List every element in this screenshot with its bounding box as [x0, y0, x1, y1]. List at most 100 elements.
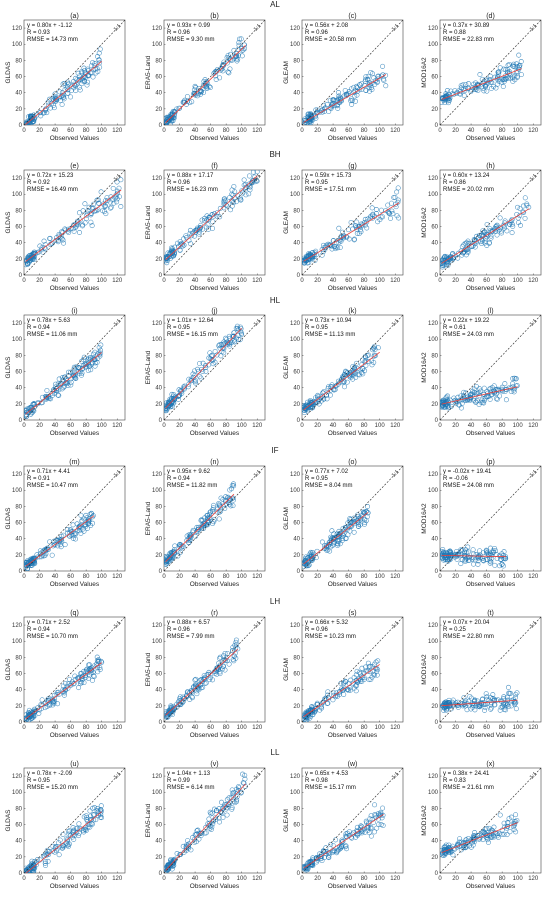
data-point — [34, 552, 40, 558]
y-tick-label: 80 — [155, 655, 162, 661]
data-point — [177, 544, 183, 550]
data-point — [169, 250, 175, 256]
data-point — [477, 72, 483, 77]
data-point — [326, 854, 332, 860]
data-point — [56, 376, 62, 382]
data-point — [75, 219, 81, 225]
data-point — [83, 675, 89, 680]
x-tick-label: 20 — [36, 423, 43, 429]
data-point — [367, 816, 373, 822]
y-tick-label: 0 — [435, 569, 439, 575]
data-point — [490, 550, 496, 556]
data-point — [350, 680, 356, 686]
x-tick-label: 60 — [67, 574, 74, 580]
x-tick-label: 0 — [300, 423, 304, 429]
data-point — [506, 690, 512, 696]
data-point — [97, 667, 103, 673]
data-point — [343, 368, 349, 374]
data-point — [470, 842, 476, 848]
data-point — [233, 799, 239, 805]
data-point — [369, 205, 375, 211]
data-point — [198, 88, 204, 94]
correlation-r: R = 0.98 — [305, 778, 329, 784]
data-point — [342, 678, 348, 684]
x-tick-label: 120 — [112, 128, 123, 134]
x-tick-label: 20 — [314, 278, 321, 284]
data-point — [442, 844, 448, 850]
data-point — [362, 216, 368, 222]
data-point — [82, 220, 88, 226]
data-point — [90, 351, 96, 357]
data-point — [206, 217, 212, 223]
data-point — [508, 389, 514, 395]
data-point — [167, 862, 173, 868]
data-point — [217, 342, 222, 348]
row-label-al: AL — [270, 0, 280, 9]
data-point — [450, 852, 456, 858]
x-tick-label: 40 — [468, 128, 475, 134]
data-point — [47, 236, 53, 242]
data-point — [70, 535, 76, 541]
data-point — [59, 386, 65, 392]
data-point — [308, 554, 314, 560]
fit-line-group — [303, 74, 387, 123]
data-point — [108, 204, 114, 210]
data-point — [476, 232, 482, 238]
data-point — [66, 372, 71, 378]
data-point — [524, 202, 530, 208]
data-point — [206, 520, 212, 526]
regression-line — [441, 208, 530, 264]
fit-line-group — [165, 493, 235, 562]
x-tick-label: 60 — [67, 725, 74, 731]
data-point — [327, 548, 333, 554]
x-tick-label: 0 — [438, 128, 442, 134]
one-to-one-label: 1:1 — [253, 469, 263, 479]
data-point — [240, 771, 246, 777]
y-tick-label: 100 — [152, 790, 163, 796]
data-point — [90, 60, 96, 66]
rmse-value: RMSE = 16.23 mm — [167, 187, 218, 193]
y-tick-label: 100 — [428, 337, 439, 343]
data-point — [352, 223, 358, 229]
data-point — [493, 548, 499, 554]
data-point — [325, 692, 330, 698]
data-point — [89, 821, 95, 827]
panel-h: (h)002020404060608080100100120120Observe… — [421, 163, 542, 292]
data-point — [214, 213, 220, 219]
x-axis-label: Observed Values — [328, 883, 378, 890]
data-point — [362, 520, 368, 526]
data-point — [206, 816, 212, 822]
data-point — [53, 384, 59, 390]
x-tick-label: 20 — [176, 574, 183, 580]
data-point — [347, 685, 353, 691]
data-point — [327, 97, 333, 103]
panel-label: (k) — [348, 308, 356, 315]
regression-equation: y = 0.38x + 24.41 — [443, 771, 490, 777]
data-point — [479, 76, 485, 82]
panel-f: (f)002020404060608080100100120120Observe… — [145, 163, 266, 292]
data-point — [78, 671, 84, 677]
data-point — [340, 526, 346, 532]
y-tick-label: 120 — [152, 472, 163, 478]
fit-line-group — [303, 202, 400, 262]
data-point — [486, 825, 492, 831]
x-tick-label: 100 — [97, 128, 108, 134]
data-point — [344, 379, 350, 385]
data-point — [330, 97, 336, 103]
data-point — [471, 555, 477, 561]
data-point — [197, 373, 203, 379]
y-tick-label: 20 — [155, 855, 162, 861]
y-tick-label: 40 — [293, 386, 300, 392]
data-point — [118, 177, 124, 183]
data-point — [512, 386, 518, 392]
data-point — [232, 195, 238, 201]
data-point — [368, 813, 374, 819]
data-point — [476, 701, 482, 707]
data-point — [81, 528, 87, 534]
fit-line-group — [25, 515, 95, 567]
x-tick-label: 100 — [375, 725, 386, 731]
data-point — [378, 214, 384, 220]
y-axis-label: ERA5-Land — [145, 803, 152, 837]
data-point — [339, 536, 345, 542]
y-tick-label: 40 — [293, 688, 300, 694]
